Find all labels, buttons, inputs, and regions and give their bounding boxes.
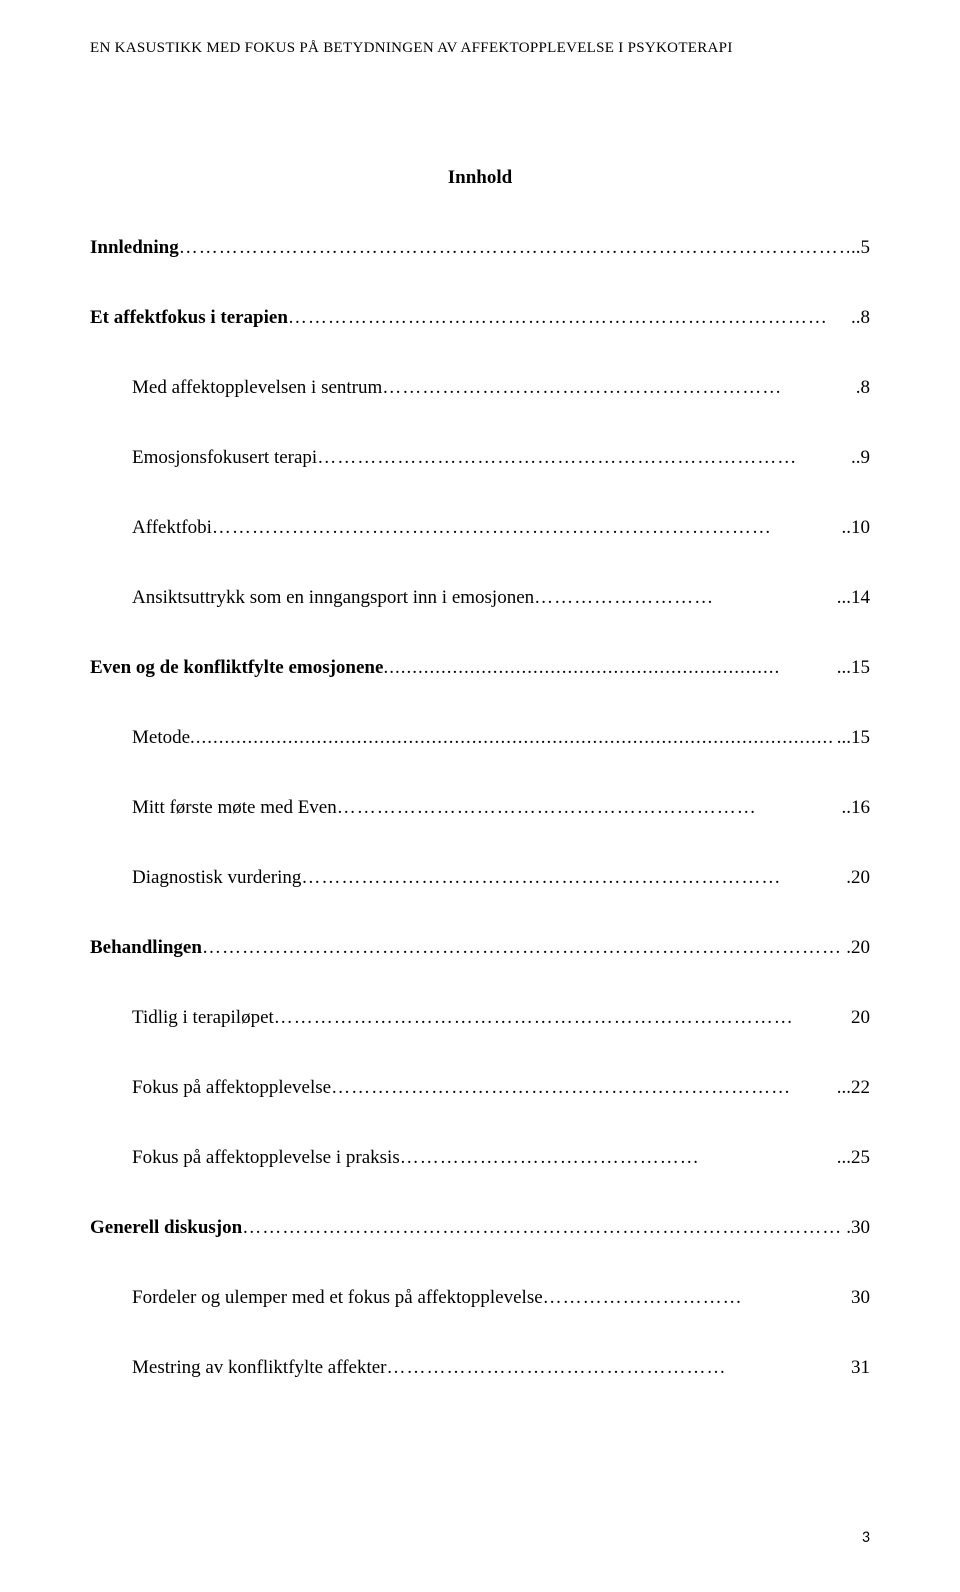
toc-title: Innhold: [90, 167, 870, 189]
toc-page: ...22: [835, 1077, 870, 1099]
toc-page: ...15: [835, 727, 870, 749]
toc-page: .30: [844, 1217, 870, 1239]
toc-page: 20: [849, 1007, 870, 1029]
toc-label: Et affektfokus i terapien: [90, 307, 288, 329]
toc-label: Innledning: [90, 237, 179, 259]
toc-label: Fokus på affektopplevelse: [132, 1077, 331, 1099]
toc-leader: ………………………………………………………………: [301, 867, 844, 889]
toc-entry: Mitt første møte med Even…………………………………………: [132, 797, 870, 819]
toc-label: Affektfobi: [132, 517, 212, 539]
toc-leader: …………………………………………………………………………………………: [179, 237, 849, 259]
toc-label: Fokus på affektopplevelse i praksis: [132, 1147, 400, 1169]
toc-entry: Ansiktsuttrykk som en inngangsport inn i…: [132, 587, 870, 609]
page-header: EN KASUSTIKK MED FOKUS PÅ BETYDNINGEN AV…: [90, 40, 870, 57]
toc-page: ..9: [849, 447, 870, 469]
toc-entry: Et affektfokus i terapien…………………………………………: [90, 307, 870, 329]
toc-page: ...15: [835, 657, 870, 679]
toc-label: Mitt første møte med Even: [132, 797, 337, 819]
toc-label: Mestring av konfliktfylte affekter: [132, 1357, 387, 1379]
toc-label: Ansiktsuttrykk som en inngangsport inn i…: [132, 587, 534, 609]
toc-page: .20: [844, 867, 870, 889]
toc-entry: Affektfobi…………………………………………………………………………..…: [132, 517, 870, 539]
toc-page: ...25: [835, 1147, 870, 1169]
toc-label: Med affektopplevelsen i sentrum: [132, 377, 382, 399]
toc-page: ...14: [835, 587, 870, 609]
toc-entry: Behandlingen……………………………………………………………………………: [90, 937, 870, 959]
toc-leader: ………………………………………………………………: [317, 447, 849, 469]
toc-leader: ……………………………………………………………: [331, 1077, 835, 1099]
toc-leader: ………………………………………………………………………: [288, 307, 849, 329]
page-number: 3: [862, 1528, 870, 1547]
toc-leader: ........................................…: [190, 727, 835, 749]
toc-page: .8: [854, 377, 870, 399]
toc-entry: Emosjonsfokusert terapi………………………………………………: [132, 447, 870, 469]
toc-page: ..5: [849, 237, 870, 259]
toc-leader: ……………………………………………: [387, 1357, 850, 1379]
toc-page: ..16: [840, 797, 871, 819]
toc-label: Even og de konfliktfylte emosjonene: [90, 657, 383, 679]
toc-entry: Med affektopplevelsen i sentrum…………………………: [132, 377, 870, 399]
toc-label: Fordeler og ulemper med et fokus på affe…: [132, 1287, 543, 1309]
toc-entry: Innledning…………………………………………………………………………………: [90, 237, 870, 259]
toc-entry: Tidlig i terapiløpet………………………………………………………: [132, 1007, 870, 1029]
toc-label: Generell diskusjon: [90, 1217, 242, 1239]
toc-label: Tidlig i terapiløpet: [132, 1007, 274, 1029]
toc-entry: Mestring av konfliktfylte affekter…………………: [132, 1357, 870, 1379]
toc-container: Innledning…………………………………………………………………………………: [90, 237, 870, 1379]
toc-leader: ........................................…: [383, 657, 834, 679]
toc-leader: …………………………………………………………………………: [212, 517, 840, 539]
toc-leader: ………………………………………………………………………………………: [202, 937, 844, 959]
toc-label: Metode: [132, 727, 190, 749]
toc-page: 30: [849, 1287, 870, 1309]
toc-label: Behandlingen: [90, 937, 202, 959]
toc-page: ..10: [840, 517, 871, 539]
toc-leader: ……………………………………………………: [382, 377, 853, 399]
toc-leader: ………………………………………………………: [337, 797, 840, 819]
toc-entry: Generell diskusjon……………………………………………………………: [90, 1217, 870, 1239]
toc-leader: …………………………: [543, 1287, 849, 1309]
toc-page: 31: [849, 1357, 870, 1379]
toc-leader: ………………………………………: [400, 1147, 835, 1169]
toc-entry: Even og de konfliktfylte emosjonene.....…: [90, 657, 870, 679]
toc-entry: Fokus på affektopplevelse i praksis………………: [132, 1147, 870, 1169]
toc-page: .20: [844, 937, 870, 959]
toc-label: Diagnostisk vurdering: [132, 867, 301, 889]
toc-entry: Fokus på affektopplevelse…………………………………………: [132, 1077, 870, 1099]
toc-entry: Fordeler og ulemper med et fokus på affe…: [132, 1287, 870, 1309]
toc-leader: ……………………………………………………………………: [274, 1007, 849, 1029]
toc-entry: Metode..................................…: [132, 727, 870, 749]
toc-entry: Diagnostisk vurdering……………………………………………………: [132, 867, 870, 889]
toc-leader: ………………………: [534, 587, 835, 609]
toc-label: Emosjonsfokusert terapi: [132, 447, 317, 469]
toc-leader: …………………………………………………………………………………: [242, 1217, 844, 1239]
toc-page: ..8: [849, 307, 870, 329]
